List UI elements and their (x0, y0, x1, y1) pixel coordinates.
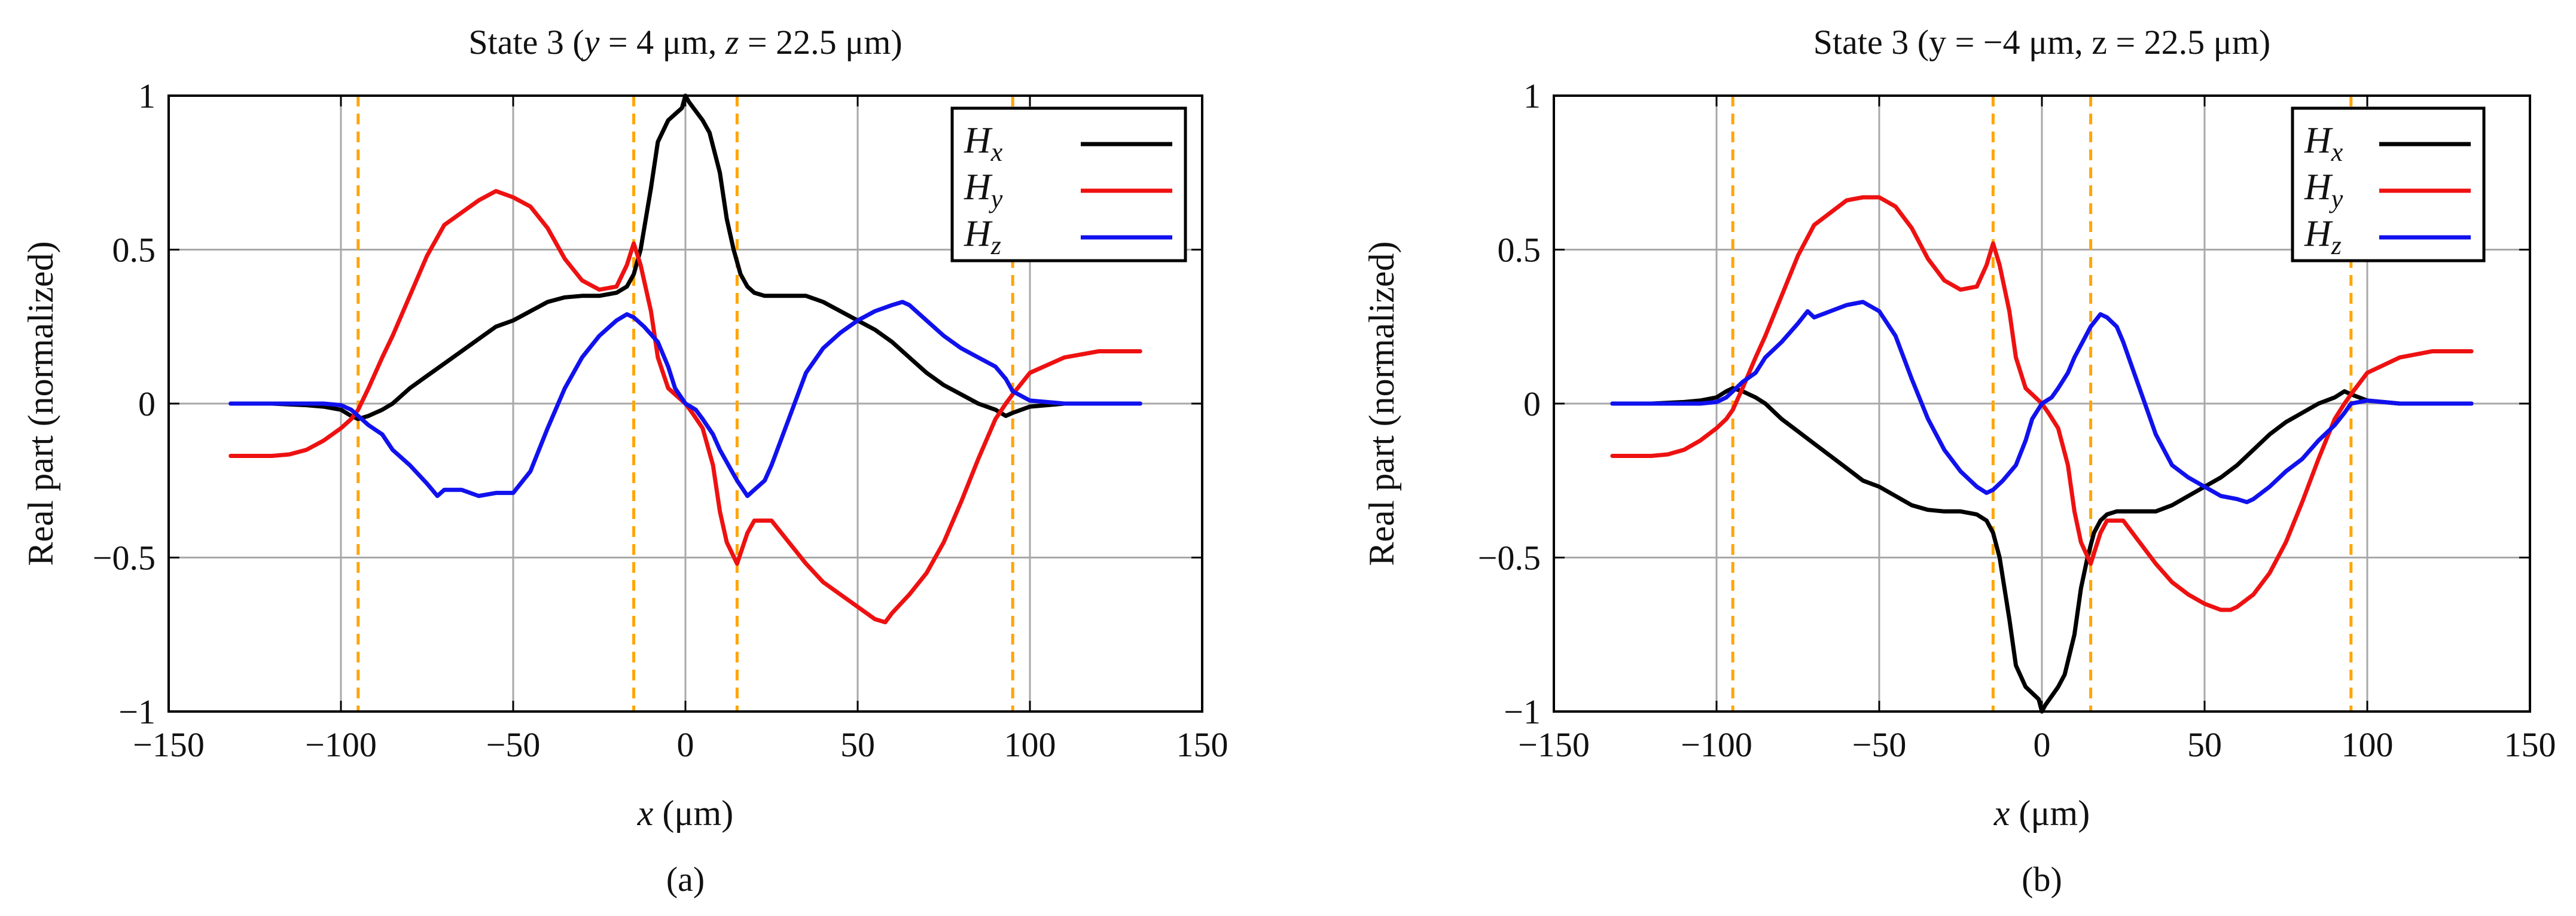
x-tick-label: 100 (2342, 725, 2394, 764)
series-line-hz (228, 300, 1142, 498)
chart-title: State 3 (y = 4 μm, z = 22.5 μm) (468, 23, 902, 62)
x-tick-label: −100 (1681, 725, 1752, 764)
x-tick-label: −100 (305, 725, 377, 764)
x-tick-label: 150 (2504, 725, 2556, 764)
chart-panel-a: −150 −100 −50 0 50 100 150 −1 −0.5 0 0.5 1 State 3 (… (21, 23, 1228, 899)
series-line-hz (1610, 300, 2474, 505)
x-tick-label: 0 (2034, 725, 2051, 764)
y-tick-label: 0.5 (112, 231, 156, 270)
x-tick-label: 50 (840, 725, 875, 764)
y-tick-label: 0.5 (1498, 231, 1541, 270)
y-tick-label: −0.5 (1478, 539, 1541, 578)
legend-label-hx: Hx (964, 120, 1003, 167)
y-tick-label: 1 (1523, 77, 1541, 115)
x-tick-label: 150 (1176, 725, 1228, 764)
y-axis-label: Real part (normalized) (1362, 241, 1401, 566)
y-tick-label: 0 (1523, 384, 1541, 423)
x-tick-label: −50 (1852, 725, 1907, 764)
series-line-hy (228, 189, 1142, 625)
legend-label-hx: Hx (2304, 120, 2343, 167)
y-axis-label: Real part (normalized) (21, 241, 60, 566)
x-tick-label: 100 (1004, 725, 1056, 764)
y-tick-label: 1 (138, 77, 156, 115)
y-tick-label: 0 (138, 384, 156, 423)
x-axis-label: x (μm) (637, 793, 733, 833)
y-tick-label: −1 (118, 692, 156, 731)
legend-label-hz: Hz (2304, 213, 2342, 260)
x-tick-label: −150 (133, 725, 205, 764)
y-tick-label: −0.5 (93, 539, 156, 578)
legend-label-hy: Hy (964, 167, 1003, 213)
x-tick-label: 0 (677, 725, 694, 764)
x-tick-label: 50 (2187, 725, 2222, 764)
legend-label-hz: Hz (964, 213, 1001, 260)
y-tick-label: −1 (1504, 692, 1541, 731)
panel-caption: (b) (2022, 860, 2062, 899)
x-tick-label: −50 (486, 725, 541, 764)
panel-caption: (a) (666, 860, 705, 899)
chart-title: State 3 (y = −4 μm, z = 22.5 μm) (1813, 23, 2270, 62)
x-axis-label: x (μm) (1993, 793, 2090, 833)
chart-panel-b: −150 −100 −50 0 50 100 150 −1 −0.5 0 0.5 1 State 3 (… (1362, 23, 2556, 899)
legend-label-hy: Hy (2304, 167, 2343, 213)
x-tick-label: −150 (1518, 725, 1590, 764)
series-line-hy (1610, 195, 2474, 612)
